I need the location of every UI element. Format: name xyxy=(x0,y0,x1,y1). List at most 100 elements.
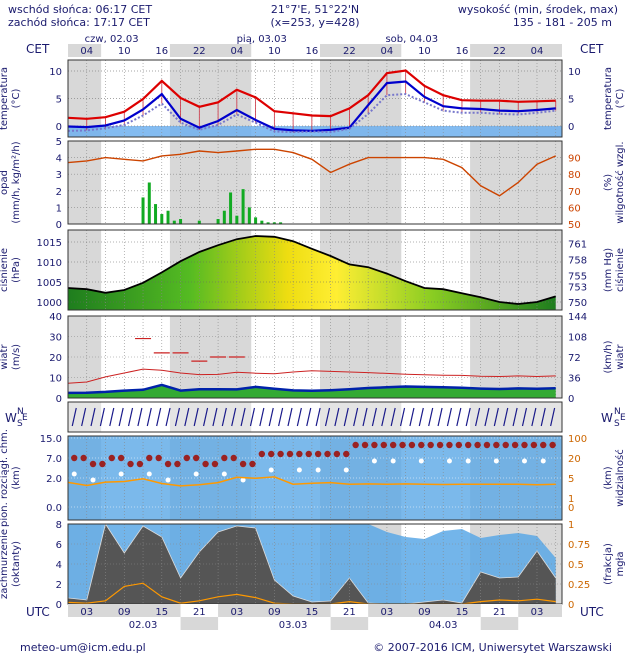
bottom-day-shade xyxy=(368,604,481,617)
dir-bg xyxy=(68,402,562,432)
compass-s: S xyxy=(17,419,23,429)
precip-bar xyxy=(279,222,283,224)
wind-arrow xyxy=(287,407,293,427)
top-night-shade xyxy=(169,44,252,57)
cloud-top-dot xyxy=(155,454,162,462)
bottom-hour-label: 03 xyxy=(531,607,544,618)
wind-arrow xyxy=(71,407,77,427)
bottom-tz-right: UTC xyxy=(580,605,604,619)
night-shade xyxy=(68,402,102,432)
precip-bar xyxy=(241,189,245,224)
right-tick-label: 758 xyxy=(568,256,587,267)
bottom-day-label: 04.03 xyxy=(429,620,458,631)
wind-arrow xyxy=(343,407,349,427)
bottom-day-label: 02.03 xyxy=(129,620,158,631)
wind-arrow xyxy=(174,407,181,427)
compass-right: W NSE xyxy=(601,407,626,429)
compass-s: S xyxy=(614,419,620,429)
left-axis-title: (m/s) xyxy=(11,344,22,370)
precip-bar xyxy=(197,220,201,224)
wind-arrow xyxy=(193,407,199,427)
left-tick-label: 0.0 xyxy=(46,503,62,514)
height-title: wysokość (min, środek, max) xyxy=(458,3,618,16)
night-shade xyxy=(68,141,102,224)
compass-n: N xyxy=(614,407,621,417)
right-axis-title: (°C) xyxy=(615,89,626,109)
top-day-label: pią, 03.03 xyxy=(237,34,287,45)
cloud-top-dot xyxy=(296,450,303,458)
cloud-top-dot xyxy=(211,460,219,468)
cloud-base-dot xyxy=(446,458,452,464)
cloud-top-dot xyxy=(108,454,115,462)
cloud-top-dot xyxy=(352,441,359,449)
night-shade xyxy=(320,316,402,398)
left-axis-title: ciśnienie xyxy=(0,248,10,292)
precip-bar xyxy=(260,220,264,224)
temp-line-min xyxy=(67,93,556,134)
wind-arrow xyxy=(146,407,152,427)
wind-arrow xyxy=(353,407,359,427)
precip-bar xyxy=(222,210,226,224)
cloud-top-dot xyxy=(465,441,472,449)
right-axis-title: ciśnienie xyxy=(614,248,626,292)
cloud-top-dot xyxy=(89,460,97,468)
wind-arrow xyxy=(409,407,415,427)
top-hour-label: 04 xyxy=(80,46,93,57)
night-shade xyxy=(470,230,562,310)
cloud-top-dot xyxy=(530,441,538,449)
cloud-base-dot xyxy=(165,477,171,483)
left-tick-label: 0 xyxy=(56,122,62,133)
cloud-top-dot xyxy=(408,441,416,449)
left-tick-label: 5 xyxy=(56,137,62,148)
top-tz-left: CET xyxy=(26,42,50,56)
wind-arrow xyxy=(381,407,387,427)
precip-bar xyxy=(154,204,158,224)
wind-arrow xyxy=(296,407,302,427)
temp-line-mid xyxy=(67,80,556,133)
cloud-top-dot xyxy=(502,441,509,449)
left-tick-label: 4 xyxy=(56,560,62,571)
left-tick-label: 3 xyxy=(56,170,62,181)
right-tick-label: 10 xyxy=(568,67,581,78)
top-day-label: sob, 04.03 xyxy=(385,34,438,45)
cloud-base-dot xyxy=(146,471,152,477)
right-axis-title: mgła xyxy=(615,551,626,576)
right-tick-label: 761 xyxy=(568,240,587,251)
cloud-top-dot xyxy=(136,460,144,468)
wind-arrow xyxy=(184,407,190,427)
left-tick-label: 8 xyxy=(56,520,62,531)
right-tick-label: 0 xyxy=(568,503,574,514)
wind-arrow xyxy=(165,407,171,427)
top-day-label: czw, 02.03 xyxy=(85,34,139,45)
left-tick-label: 1010 xyxy=(37,258,62,269)
cloud-base-dot xyxy=(118,471,124,477)
cloud-base-dot xyxy=(371,458,377,464)
wind-arrow xyxy=(334,407,340,427)
panel-frame xyxy=(67,229,563,311)
wind-direction-panel: W NSE W NSE xyxy=(5,401,626,433)
bottom-hour-label: 15 xyxy=(155,607,168,618)
wind-arrow xyxy=(493,407,499,427)
bottom-day-shade xyxy=(68,604,181,617)
cloud-base-dot xyxy=(315,467,321,473)
precip-bar xyxy=(254,217,258,224)
bottom-hour-label: 03 xyxy=(80,607,93,618)
left-tick-label: 1015 xyxy=(37,238,62,249)
wind-arrow xyxy=(390,407,396,427)
left-axis-title: temperatura xyxy=(0,67,10,130)
cloud-base-dot xyxy=(343,467,349,473)
compass-w: W xyxy=(601,411,613,425)
cloud-top-dot xyxy=(371,441,378,449)
left-tick-label: 30 xyxy=(49,333,62,344)
cloud-top-dot xyxy=(277,450,284,458)
right-tick-label: 0 xyxy=(568,394,574,405)
cloud-base-dot xyxy=(71,471,77,477)
wind-arrow xyxy=(446,407,453,427)
left-tick-label: 6 xyxy=(56,540,62,551)
cloud-top-dot xyxy=(333,450,341,458)
cloud-top-dot xyxy=(221,454,228,462)
top-hour-label: 10 xyxy=(118,46,131,57)
cloud-top-dot xyxy=(361,441,369,449)
footer-email[interactable]: meteo-um@icm.edu.pl xyxy=(20,641,146,654)
left-tick-label: 10 xyxy=(49,374,62,385)
